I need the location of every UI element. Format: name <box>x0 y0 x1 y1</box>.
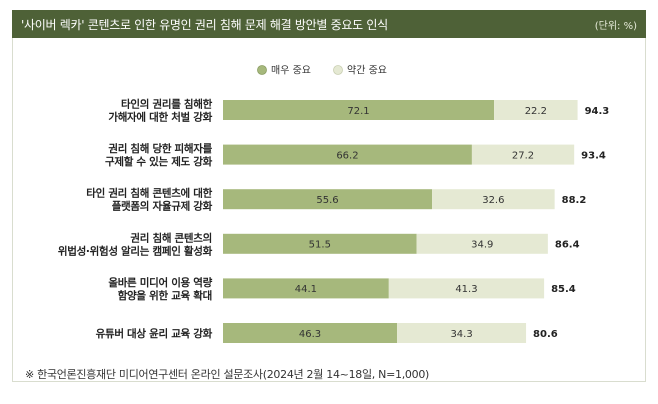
chart-header: '사이버 렉카' 콘텐츠로 인한 유명인 권리 침해 문제 해결 방안별 중요도… <box>12 10 646 38</box>
bar-1-somewhat <box>471 144 575 165</box>
legend-swatch-very <box>257 65 267 75</box>
total-label-3: 86.4 <box>555 240 580 251</box>
value-label-1-very: 66.2 <box>336 150 358 161</box>
value-label-1-somewhat: 27.2 <box>512 150 534 161</box>
value-label-2-very: 55.6 <box>316 195 338 206</box>
bar-4-somewhat <box>388 278 545 299</box>
bar-0-somewhat <box>494 100 578 120</box>
category-label-5-line-0: 유튜버 대상 윤리 교육 강화 <box>96 327 213 340</box>
bar-3-somewhat <box>416 233 548 254</box>
value-label-5-very: 46.3 <box>299 329 321 340</box>
value-label-5-somewhat: 34.3 <box>450 329 472 340</box>
value-label-3-very: 51.5 <box>309 240 331 251</box>
category-label-4-line-0: 올바른 미디어 이용 역량 <box>108 276 212 289</box>
value-label-0-somewhat: 22.2 <box>525 106 547 117</box>
source-note: ※ 한국언론진흥재단 미디어연구센터 온라인 설문조사(2024년 2월 14~… <box>25 368 430 381</box>
legend-swatch-somewhat <box>333 65 343 75</box>
legend-label-very: 매우 중요 <box>271 65 311 77</box>
value-label-3-somewhat: 34.9 <box>471 240 493 251</box>
unit-label: (단위: %) <box>594 20 637 32</box>
category-label-2-line-0: 타인 권리 침해 콘텐츠에 대한 <box>86 187 212 200</box>
value-label-4-somewhat: 41.3 <box>455 284 477 295</box>
bar-1-very <box>223 144 472 165</box>
bar-4-very <box>223 278 389 299</box>
bar-2-very <box>223 189 433 210</box>
category-label-1-line-1: 구제할 수 있는 제도 강화 <box>105 155 213 168</box>
bar-0-very <box>223 100 495 120</box>
bar-3-very <box>223 233 417 254</box>
legend-label-somewhat: 약간 중요 <box>347 65 387 77</box>
total-label-4: 85.4 <box>551 284 576 295</box>
bar-5-very <box>223 323 398 343</box>
category-label-2-line-1: 플랫폼의 자율규제 강화 <box>112 200 213 213</box>
category-label-0-line-1: 가해자에 대한 처벌 강화 <box>108 111 212 124</box>
total-label-1: 93.4 <box>581 150 606 161</box>
category-label-3-line-0: 권리 침해 콘텐츠의 <box>130 231 212 244</box>
value-label-2-somewhat: 32.6 <box>482 195 504 206</box>
bar-5-somewhat <box>397 323 527 343</box>
total-label-2: 88.2 <box>562 195 587 206</box>
category-label-1-line-0: 권리 침해 당한 피해자를 <box>108 142 212 155</box>
category-label-4-line-1: 함양을 위한 교육 확대 <box>118 289 212 302</box>
chart-title: '사이버 렉카' 콘텐츠로 인한 유명인 권리 침해 문제 해결 방안별 중요도… <box>21 17 388 32</box>
total-label-5: 80.6 <box>533 329 558 340</box>
value-label-4-very: 44.1 <box>295 284 317 295</box>
total-label-0: 94.3 <box>585 106 610 117</box>
category-label-0-line-0: 타인의 권리를 침해한 <box>121 98 213 111</box>
value-label-0-very: 72.1 <box>347 106 369 117</box>
bar-2-somewhat <box>432 189 555 210</box>
category-label-3-line-1: 위법성·위험성 알리는 캠페인 활성화 <box>58 244 213 257</box>
